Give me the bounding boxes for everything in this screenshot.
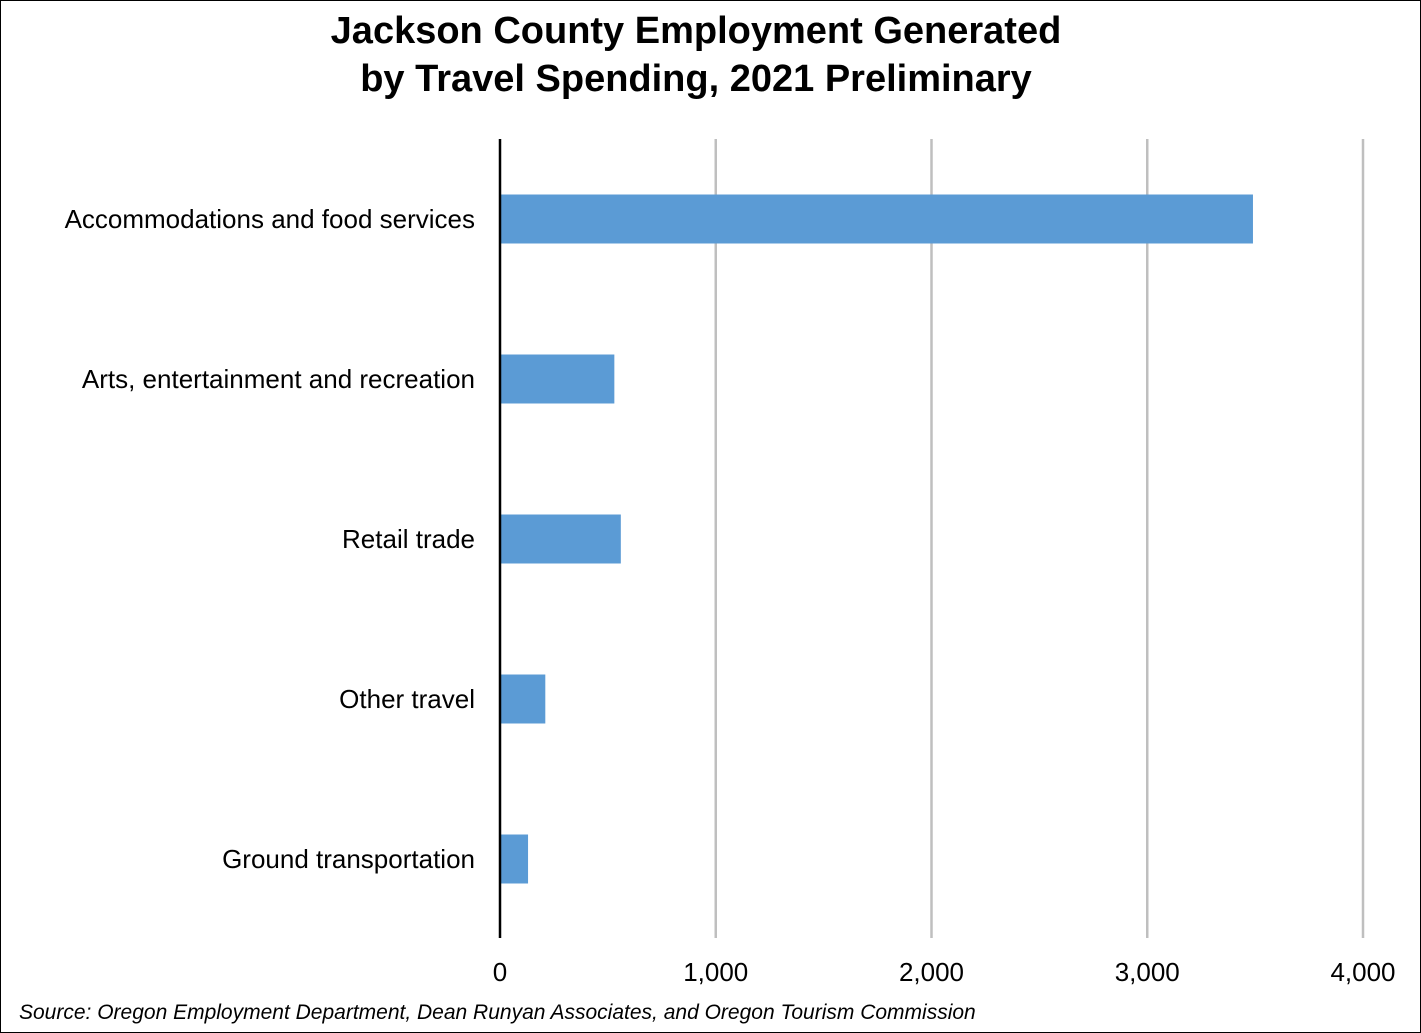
bar-4 xyxy=(500,834,529,884)
chart-title: Jackson County Employment Generated by T… xyxy=(1,7,1391,103)
chart-title-line-1: Jackson County Employment Generated xyxy=(330,10,1062,52)
source-note: Source: Oregon Employment Department, De… xyxy=(19,1001,976,1024)
bar-3 xyxy=(500,674,546,724)
bar-2 xyxy=(500,514,621,564)
chart-title-line-2: by Travel Spending, 2021 Preliminary xyxy=(360,58,1032,100)
category-label-4: Ground transportation xyxy=(222,844,475,874)
x-tick-label-3: 3,000 xyxy=(1115,957,1180,987)
x-tick-label-2: 2,000 xyxy=(899,957,964,987)
bar-1 xyxy=(500,354,615,404)
x-tick-label-1: 1,000 xyxy=(683,957,748,987)
category-label-0: Accommodations and food services xyxy=(65,204,475,234)
category-label-2: Retail trade xyxy=(342,524,475,554)
bar-0 xyxy=(500,194,1253,244)
x-tick-label-4: 4,000 xyxy=(1330,957,1395,987)
x-tick-label-0: 0 xyxy=(493,957,507,987)
category-label-1: Arts, entertainment and recreation xyxy=(82,364,475,394)
category-label-3: Other travel xyxy=(339,684,475,714)
